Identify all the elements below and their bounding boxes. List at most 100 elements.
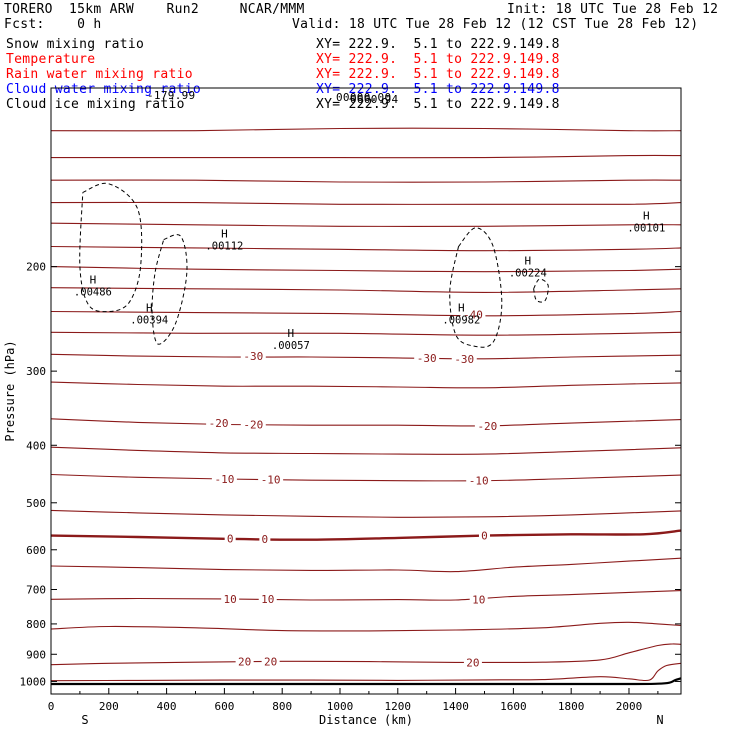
isotherm-label-bg-10 (259, 532, 271, 545)
isotherm--32 (51, 331, 681, 336)
isotherm-label-14: 10 (472, 594, 485, 607)
y-tick-label-2: 400 (26, 439, 46, 452)
endpoint-right: N (656, 713, 663, 727)
max-value-3: .00057 (272, 340, 310, 352)
x-tick-label-3: 600 (214, 700, 234, 713)
isotherm-label-0: -30 (243, 350, 263, 363)
isotherm-label-bg-8 (466, 474, 492, 487)
isotherm-label-bg-18 (460, 308, 486, 321)
isotherm-label-17: 20 (466, 656, 479, 669)
x-tick-label-10: 2000 (616, 700, 643, 713)
overlap-label-left: -179.99 (147, 89, 196, 102)
valid-time: Valid: 18 UTC Tue 28 Feb 12 (12 CST Tue … (292, 17, 699, 32)
isotherm-label-6: -10 (214, 473, 234, 486)
max-marker-2: H (221, 227, 228, 240)
isotherm-label-10: 0 (262, 533, 269, 546)
isotherm-label-bg-2 (451, 352, 477, 365)
isotherm-layer (51, 127, 681, 682)
isotherm--15 (51, 446, 681, 455)
isotherm-0 (51, 529, 681, 541)
isotherm-label-16: 20 (264, 655, 277, 668)
max-marker-0: H (90, 273, 97, 286)
isotherm-label-bg-3 (206, 417, 232, 430)
overlap-label-top2: 0000.94 (350, 93, 399, 106)
field-name-4: Cloud ice mixing ratio (6, 97, 185, 112)
isotherm-label-bg-6 (211, 473, 237, 486)
isotherm-label-bg-1 (414, 351, 440, 364)
isotherm--38 (51, 266, 681, 273)
x-axis-label: Distance (km) (319, 713, 413, 727)
isotherm-label-13: 10 (261, 593, 274, 606)
y-tick-label-6: 800 (26, 618, 46, 631)
x-tick-label-7: 1400 (442, 700, 469, 713)
isotherm--5 (51, 509, 681, 518)
plot-frame (50, 87, 682, 695)
isotherm--36 (51, 287, 681, 293)
isotherm-10 (51, 590, 681, 601)
isotherm--10 (51, 473, 681, 482)
isotherm-label-bg-11 (478, 529, 490, 542)
isotherm-label-bg-9 (224, 532, 236, 545)
field-name-3: Cloud water mixing ratio (6, 82, 202, 97)
isotherm-label-15: 20 (238, 656, 251, 669)
max-marker-5: H (525, 255, 532, 268)
isotherm--50 (51, 127, 681, 132)
isotherm-20 (51, 643, 681, 666)
x-tick-label-2: 400 (157, 700, 177, 713)
isotherm-label-4: -20 (243, 418, 263, 431)
field-xy-4: XY= 222.9. 5.1 to 222.9.149.8 (316, 97, 560, 112)
field-name-2: Rain water mixing ratio (6, 67, 193, 82)
field-name-0: Snow mixing ratio (6, 37, 145, 52)
endpoint-left: S (81, 713, 88, 727)
y-tick-label-3: 500 (26, 497, 46, 510)
max-value-6: .00101 (627, 223, 665, 235)
terrain-layer (51, 677, 681, 686)
cloud-ice-contour-2 (449, 227, 503, 348)
model-title: TORERO 15km ARW Run2 NCAR/MMM (4, 2, 305, 17)
field-xy-2: XY= 222.9. 5.1 to 222.9.149.8 (316, 67, 560, 82)
isotherm-label-2: -30 (454, 353, 474, 366)
max-marker-4: H (458, 302, 465, 315)
max-marker-6: H (643, 210, 650, 223)
x-tick-label-1: 200 (99, 700, 119, 713)
isotherm-label-bg-14 (469, 593, 488, 606)
x-tick-label-6: 1200 (385, 700, 412, 713)
y-tick-label-1: 300 (26, 365, 46, 378)
y-tick-label-8: 1000 (20, 675, 47, 688)
x-tick-label-5: 1000 (327, 700, 354, 713)
isotherm-label-bg-12 (221, 592, 240, 605)
y-tick-label-5: 700 (26, 584, 46, 597)
isotherm-25 (51, 662, 681, 682)
cloud-ice-layer (79, 182, 549, 348)
field-xy-0: XY= 222.9. 5.1 to 222.9.149.8 (316, 37, 560, 52)
field-name-1: Temperature (6, 52, 96, 67)
overlap-label-top: 00000.00 (336, 91, 392, 104)
cloud-ice-contour-3 (533, 278, 549, 303)
isotherm-label-12: 10 (224, 593, 237, 606)
y-tick-label-4: 600 (26, 544, 46, 557)
cloud-ice-contour-0 (79, 182, 143, 313)
isotherm-label-bg-13 (258, 592, 277, 605)
max-marker-3: H (288, 327, 295, 340)
isotherm-15 (51, 621, 681, 632)
isotherm-label-bg-5 (474, 419, 500, 432)
max-value-2: .00112 (205, 240, 243, 252)
terrain-line (51, 677, 681, 686)
isotherm-label-18: -40 (463, 309, 483, 322)
label-layer: -30 -30 -30 -20 -20 -20 -10 -10 -10 0 0 0 10 10 10 20 20… (74, 210, 665, 670)
isotherm-label-1: -30 (417, 352, 437, 365)
isotherm-label-bg-7 (258, 473, 284, 486)
isotherm--34 (51, 310, 681, 317)
isotherm-label-8: -10 (469, 475, 489, 488)
y-axis-label: Pressure (hPa) (3, 340, 17, 441)
isotherm--25 (51, 381, 681, 389)
isotherm-label-9: 0 (227, 532, 234, 545)
isotherm-label-bg-17 (463, 656, 482, 669)
x-tick-label-4: 800 (272, 700, 292, 713)
x-tick-label-9: 1800 (558, 700, 585, 713)
isotherm-label-5: -20 (477, 420, 497, 433)
isotherm--40 (51, 245, 681, 252)
isotherm-label-7: -10 (261, 474, 281, 487)
cloud-ice-contour-1 (151, 234, 188, 345)
